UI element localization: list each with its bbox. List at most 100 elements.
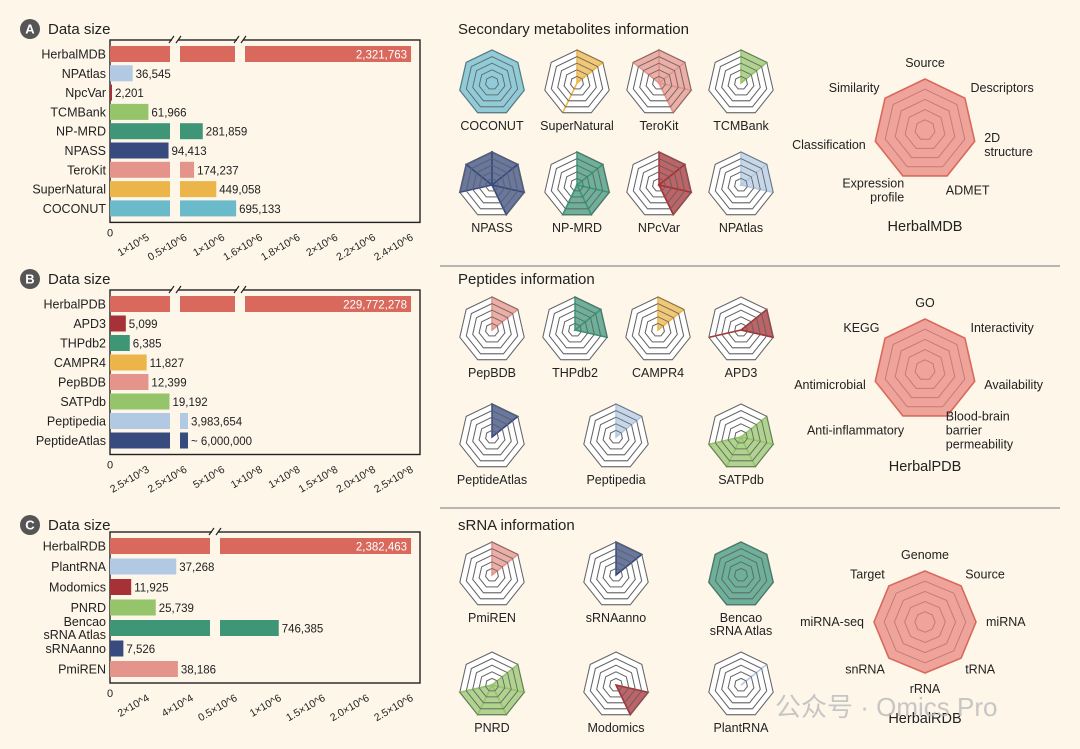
bar	[110, 661, 178, 677]
big-radar-axis-label: GO	[915, 296, 935, 310]
radar-label: Modomics	[588, 721, 645, 735]
radar-ring-outline	[472, 554, 512, 594]
radar-ring-outline	[563, 69, 591, 96]
axis-break-mark	[208, 527, 215, 536]
big-radar-axis-label: Source	[965, 568, 1005, 582]
bar	[245, 296, 412, 312]
radar-label: PepBDB	[468, 366, 516, 380]
category-label: NpcVar	[65, 86, 106, 100]
radar-fill	[707, 541, 775, 606]
radar-ring-outline	[465, 303, 519, 355]
radar-spoke	[562, 82, 578, 114]
big-radar-ring	[884, 88, 966, 168]
big-radar-axis-label: Interactivity	[971, 321, 1035, 335]
bar-value-label: 7,526	[126, 644, 155, 656]
panel-a: A Data size Secondary metabolites informat…	[20, 19, 1034, 264]
bar-chart-title: Data size	[48, 271, 111, 288]
x-tick-label: 1.8×10^6	[259, 231, 303, 263]
bar	[110, 46, 170, 62]
bar-value-label: 695,133	[239, 204, 281, 216]
x-tick-label: 1.5×10^8	[297, 464, 341, 496]
bar	[180, 413, 188, 429]
big-radar-axis-label: Classification	[792, 138, 866, 152]
big-radar-axis-label: Genome	[901, 548, 949, 562]
radar-ring-outline	[626, 151, 692, 216]
big-radar-axis-label: KEGG	[843, 321, 879, 335]
radar-ring-outline	[563, 171, 591, 198]
radar-ring-outline	[589, 410, 643, 462]
category-label: COCONUT	[43, 202, 107, 216]
bar	[245, 46, 412, 62]
radar-label: THPdb2	[552, 366, 598, 380]
radar-ring-outline	[721, 416, 761, 456]
radar-ring-outline	[734, 322, 748, 337]
bar	[110, 335, 130, 351]
x-tick-label: 2.5×10^6	[372, 692, 416, 724]
bar-value-label: 6,385	[133, 339, 162, 351]
category-label: SATPdb	[60, 395, 106, 409]
x-tick-label: 0	[107, 227, 113, 239]
x-tick-label: 2.4×10^6	[372, 231, 416, 263]
radar-label: sRNAanno	[586, 611, 646, 625]
radar-ring-outline	[639, 164, 679, 204]
radar-ring-outline	[734, 567, 748, 582]
small-radar: THPdb2	[542, 295, 609, 380]
bar	[110, 354, 147, 371]
radar-ring-outline	[465, 410, 519, 462]
big-radar-axis-label: Anti-inflammatory	[807, 423, 905, 437]
small-radar: TCMBank	[708, 48, 774, 133]
bar-value-label: 2,201	[115, 88, 144, 100]
x-tick-label: 0.5×10^6	[146, 231, 190, 263]
bar-value-label: 25,739	[159, 603, 194, 615]
radar-spoke	[615, 415, 643, 438]
radar-ring-outline	[583, 403, 649, 468]
bar-value-label: 229,772,278	[343, 300, 407, 312]
radar-spoke	[740, 329, 774, 339]
bar-value-label: 174,237	[197, 165, 239, 177]
radar-section-title: Peptides information	[458, 271, 595, 288]
small-radar: NPcVar	[626, 150, 693, 235]
radar-ring-outline	[727, 561, 755, 588]
radar-label: NPASS	[471, 221, 512, 235]
radar-ring-outline	[727, 171, 755, 198]
radar-ring-outline	[721, 309, 761, 349]
radar-label: Peptipedia	[586, 473, 645, 487]
radar-label: PeptideAtlas	[457, 473, 527, 487]
radar-ring-outline	[459, 403, 525, 468]
radar-ring-outline	[459, 151, 525, 216]
bar	[180, 123, 203, 140]
radar-ring-outline	[542, 296, 608, 361]
bar-value-label: 12,399	[151, 378, 186, 390]
radar-ring-outline	[708, 403, 774, 468]
radar-spoke	[491, 308, 519, 331]
radar-ring-outline	[465, 158, 519, 210]
bar	[110, 374, 149, 390]
radar-ring-outline	[609, 677, 623, 692]
bar-value-label: 94,413	[172, 146, 207, 158]
small-radar: APD3	[708, 296, 775, 380]
radar-ring-outline	[734, 177, 748, 192]
bar-value-label: 3,983,654	[191, 417, 243, 429]
panel-letter-badge	[20, 19, 40, 39]
big-radar: Source Descriptors 2D structure ADMET Express…	[792, 56, 1034, 235]
radar-ring-outline	[568, 322, 582, 337]
bar	[110, 181, 170, 198]
bar-value-label: 2,321,763	[356, 50, 407, 62]
radar-ring-outline	[721, 164, 761, 204]
panel-letter: C	[25, 518, 35, 533]
bar-value-label: 449,058	[219, 185, 261, 197]
radar-ring-outline	[714, 658, 768, 710]
text-line: Expression	[842, 176, 904, 190]
big-radar-axis-label: Antimicrobial	[794, 378, 866, 392]
axis-break-mark	[240, 35, 247, 44]
x-tick-label: 2×10^4	[116, 692, 152, 720]
bar-value-label: 5,099	[129, 319, 158, 331]
radar-ring-outline	[596, 664, 636, 704]
radar-ring-outline	[638, 309, 678, 349]
small-radar: PlantRNA	[708, 651, 774, 735]
big-radar-ring	[893, 590, 957, 654]
radar-spoke	[657, 308, 685, 331]
category-label: NP-MRD	[56, 125, 106, 139]
radar-label: COCONUT	[460, 119, 524, 133]
